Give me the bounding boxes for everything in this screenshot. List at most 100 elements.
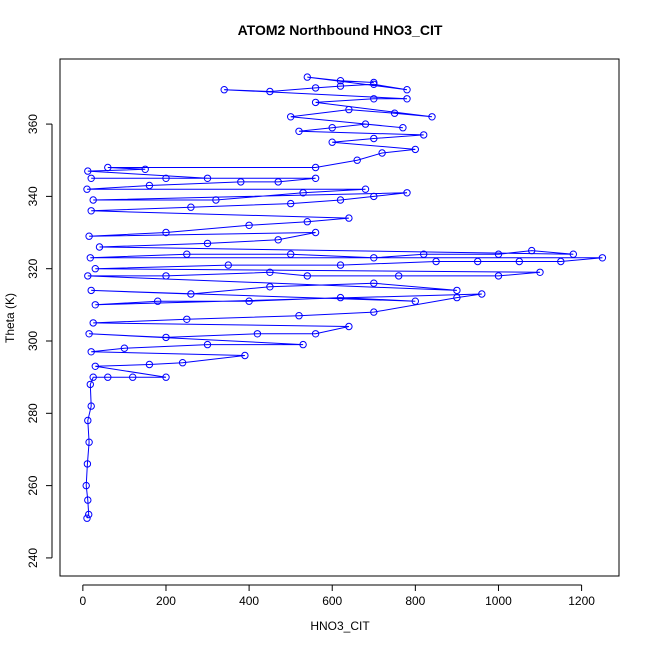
x-tick-label: 0 xyxy=(80,594,87,608)
data-point xyxy=(403,95,411,103)
data-point xyxy=(162,373,170,381)
data-point xyxy=(378,149,386,157)
data-point xyxy=(154,297,162,305)
data-point xyxy=(245,221,253,230)
data-point xyxy=(453,286,461,295)
data-point xyxy=(311,330,320,338)
data-point xyxy=(361,120,370,128)
data-point xyxy=(336,196,345,204)
y-tick-label: 280 xyxy=(26,403,40,423)
data-point xyxy=(336,293,345,302)
data-point xyxy=(494,250,503,258)
y-tick-label: 300 xyxy=(26,331,40,351)
data-point xyxy=(87,286,95,295)
data-point xyxy=(336,261,345,269)
data-point xyxy=(95,243,104,251)
data-point xyxy=(129,373,137,381)
data-point xyxy=(303,272,311,280)
data-point xyxy=(370,134,378,143)
data-point xyxy=(89,196,97,204)
data-layer xyxy=(82,73,607,522)
data-point xyxy=(253,330,262,338)
data-point xyxy=(370,78,378,87)
data-point xyxy=(91,362,100,370)
data-point xyxy=(162,272,170,280)
chart-title: ATOM2 Northbound HNO3_CIT xyxy=(238,22,443,38)
data-point xyxy=(299,189,307,197)
x-tick-label: 600 xyxy=(322,594,342,608)
y-tick-label: 340 xyxy=(26,186,40,206)
x-tick-label: 1000 xyxy=(485,594,512,608)
data-point xyxy=(295,312,303,320)
data-point xyxy=(370,308,378,316)
data-point xyxy=(311,163,320,172)
data-point xyxy=(287,199,295,208)
x-axis: 0 200 400 600 800 1000 1200 xyxy=(80,584,595,608)
data-point xyxy=(311,98,320,107)
data-point xyxy=(399,124,407,132)
data-point xyxy=(515,257,523,266)
data-point xyxy=(212,196,220,204)
data-point xyxy=(85,438,93,446)
x-axis-label: HNO3_CIT xyxy=(310,619,370,633)
data-point xyxy=(420,131,428,139)
data-point xyxy=(494,272,503,280)
data-point xyxy=(303,218,311,226)
y-tick-label: 260 xyxy=(26,475,40,495)
data-point xyxy=(241,351,249,360)
data-point xyxy=(220,86,228,94)
plot-frame xyxy=(59,58,620,577)
data-point xyxy=(83,460,92,468)
data-point xyxy=(370,192,378,201)
data-point xyxy=(266,283,274,291)
y-axis-label: Theta (K) xyxy=(3,293,17,343)
series-line xyxy=(85,76,603,519)
data-point xyxy=(370,279,378,287)
data-point xyxy=(203,340,212,349)
data-point xyxy=(395,272,403,280)
data-point xyxy=(428,113,436,121)
data-point xyxy=(274,236,282,244)
data-point xyxy=(557,257,565,266)
data-point xyxy=(87,402,95,410)
y-axis: 240 260 280 300 320 340 360 xyxy=(26,114,53,568)
data-point xyxy=(237,178,245,186)
x-tick-label: 200 xyxy=(156,594,176,608)
y-tick-label: 240 xyxy=(26,548,40,568)
data-point xyxy=(87,348,95,356)
data-point xyxy=(84,272,92,280)
data-point xyxy=(91,301,100,309)
data-point xyxy=(345,105,353,114)
data-point xyxy=(295,127,303,136)
data-point xyxy=(84,167,92,175)
data-point xyxy=(266,268,274,276)
data-point xyxy=(87,174,95,183)
data-point xyxy=(245,297,253,305)
data-point xyxy=(370,254,378,262)
data-point xyxy=(432,257,440,266)
data-point xyxy=(203,239,212,248)
data-point xyxy=(274,178,282,186)
data-point xyxy=(287,113,295,121)
data-point xyxy=(183,315,191,323)
data-point xyxy=(187,203,195,211)
data-point xyxy=(474,257,482,266)
data-point xyxy=(84,416,92,425)
data-point xyxy=(87,207,95,215)
data-point xyxy=(536,268,544,276)
data-point xyxy=(120,344,129,352)
data-point xyxy=(598,254,607,262)
data-point xyxy=(266,87,274,96)
data-point xyxy=(224,261,233,269)
data-point xyxy=(299,340,307,349)
data-point xyxy=(89,319,97,327)
data-point xyxy=(345,214,353,222)
data-point xyxy=(345,322,353,331)
data-point xyxy=(162,333,170,342)
y-tick-label: 360 xyxy=(26,114,40,134)
data-point xyxy=(311,174,320,183)
data-point xyxy=(420,250,428,258)
data-point xyxy=(336,82,345,90)
data-point xyxy=(85,330,93,338)
